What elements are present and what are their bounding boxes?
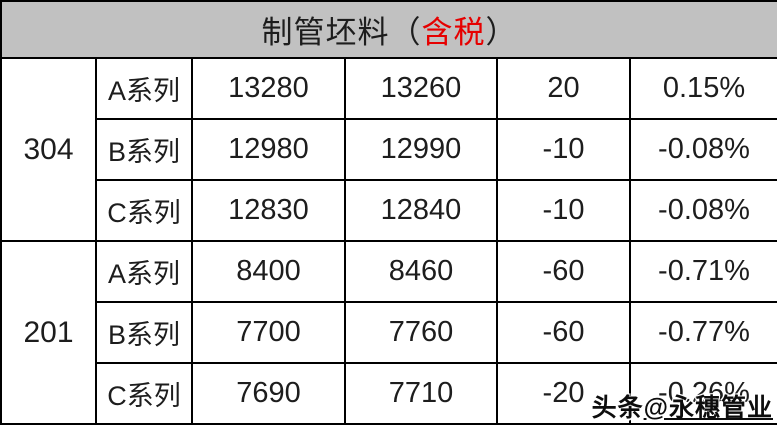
title-row: 制管坯料（含税） <box>0 0 777 59</box>
price-today-cell: 8400 <box>191 240 346 303</box>
price-prev-cell: 13260 <box>344 57 498 120</box>
series-cell: C系列 <box>95 179 193 242</box>
table-row: C系列 12830 12840 -10 -0.08% <box>1 179 777 242</box>
table-title-prefix: 制管坯料（ <box>261 15 422 50</box>
group-cell-304: 304 <box>0 57 97 242</box>
series-cell: B系列 <box>95 301 193 364</box>
table-row: C系列 7690 7710 -20 -0.26% <box>1 362 777 425</box>
price-today-cell: 13280 <box>191 57 346 120</box>
price-prev-cell: 7710 <box>344 362 498 425</box>
series-cell: A系列 <box>95 57 193 120</box>
price-today-cell: 12830 <box>191 179 346 242</box>
price-today-cell: 7690 <box>191 362 346 425</box>
price-prev-cell: 12990 <box>344 118 498 181</box>
change-pct-cell: -0.26% <box>629 362 777 425</box>
change-pct-cell: -0.77% <box>629 301 777 364</box>
table-row: 304 A系列 13280 13260 20 0.15% <box>0 57 777 242</box>
change-cell: -10 <box>496 179 631 242</box>
group-cell-201: 201 <box>0 240 97 425</box>
series-cell: A系列 <box>95 240 193 303</box>
change-pct-cell: -0.08% <box>629 118 777 181</box>
change-cell: -10 <box>496 118 631 181</box>
watermark: 头条@永穗管业 <box>592 388 773 424</box>
watermark-handle: @永穗管业 <box>643 394 773 422</box>
table-title-suffix: ） <box>485 15 518 50</box>
series-cell: C系列 <box>95 362 193 425</box>
price-prev-cell: 12840 <box>344 179 498 242</box>
change-pct-cell: -0.08% <box>629 179 777 242</box>
table-row: 201 A系列 8400 8460 -60 -0.71% <box>0 240 777 425</box>
change-cell: -20 <box>496 362 631 425</box>
table-row: B系列 12980 12990 -10 -0.08% <box>1 118 777 181</box>
change-cell: 20 <box>496 57 631 120</box>
change-cell: -60 <box>496 301 631 364</box>
price-prev-cell: 7760 <box>344 301 498 364</box>
table-row: B系列 7700 7760 -60 -0.77% <box>1 301 777 364</box>
change-pct-cell: -0.71% <box>629 240 777 303</box>
price-today-cell: 12980 <box>191 118 346 181</box>
change-cell: -60 <box>496 240 631 303</box>
price-prev-cell: 8460 <box>344 240 498 303</box>
table-title: 制管坯料（含税） <box>0 0 777 59</box>
price-today-cell: 7700 <box>191 301 346 364</box>
series-cell: B系列 <box>95 118 193 181</box>
watermark-prefix: 头条 <box>591 394 644 422</box>
change-pct-cell: 0.15% <box>629 57 777 120</box>
table-title-highlight: 含税 <box>421 15 486 50</box>
